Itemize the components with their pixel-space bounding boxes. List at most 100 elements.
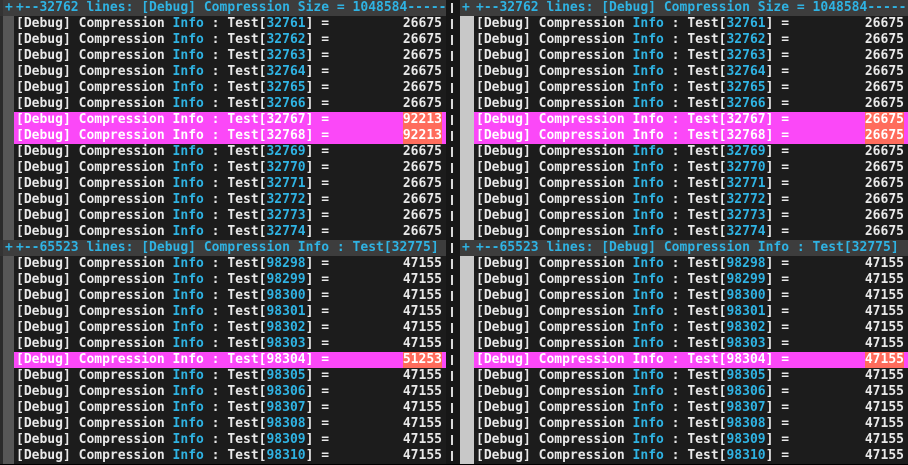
fold-row[interactable]: + +--65523 lines: [Debug] Compression Inf… bbox=[0, 240, 446, 256]
log-row[interactable]: [Debug] Compression Info : Test[98298] =… bbox=[460, 256, 908, 272]
log-row[interactable]: [Debug] Compression Info : Test[98300] =… bbox=[0, 288, 446, 304]
log-row[interactable]: [Debug] Compression Info : Test[98300] =… bbox=[460, 288, 908, 304]
log-test-label: Test[ bbox=[227, 96, 267, 111]
log-level-info: Info bbox=[632, 176, 664, 191]
log-colon: : bbox=[203, 128, 228, 143]
log-row[interactable]: [Debug] Compression Info : Test[98305] =… bbox=[0, 368, 446, 384]
fold-gutter bbox=[0, 432, 14, 448]
log-row[interactable]: [Debug] Compression Info : Test[98308] =… bbox=[460, 416, 908, 432]
log-row[interactable]: [Debug] Compression Info : Test[98310] =… bbox=[460, 448, 908, 464]
fold-row[interactable]: + +--32762 lines: [Debug] Compression Siz… bbox=[460, 0, 908, 16]
log-row[interactable]: [Debug] Compression Info : Test[32769] =… bbox=[460, 144, 908, 160]
log-row[interactable]: [Debug] Compression Info : Test[98299] =… bbox=[460, 272, 908, 288]
log-row[interactable]: [Debug] Compression Info : Test[32768] =… bbox=[0, 128, 446, 144]
log-row[interactable]: [Debug] Compression Info : Test[32772] =… bbox=[460, 192, 908, 208]
log-prefix: [Debug] Compression bbox=[16, 112, 173, 127]
log-row[interactable]: [Debug] Compression Info : Test[32765] =… bbox=[0, 80, 446, 96]
log-row[interactable]: [Debug] Compression Info : Test[98306] =… bbox=[0, 384, 446, 400]
log-row[interactable]: [Debug] Compression Info : Test[98309] =… bbox=[460, 432, 908, 448]
log-row[interactable]: [Debug] Compression Info : Test[98301] =… bbox=[0, 304, 446, 320]
log-prefix: [Debug] Compression bbox=[16, 288, 173, 303]
log-prefix: [Debug] Compression bbox=[476, 352, 633, 367]
log-row[interactable]: [Debug] Compression Info : Test[98304] =… bbox=[460, 352, 908, 368]
log-row[interactable]: [Debug] Compression Info : Test[32773] =… bbox=[460, 208, 908, 224]
log-colon: : bbox=[203, 64, 228, 79]
fold-gutter bbox=[460, 288, 474, 304]
log-row[interactable]: [Debug] Compression Info : Test[32767] =… bbox=[0, 112, 446, 128]
log-line: [Debug] Compression Info : Test[32764] =… bbox=[474, 64, 908, 80]
log-row[interactable]: [Debug] Compression Info : Test[32761] =… bbox=[460, 16, 908, 32]
log-row[interactable]: [Debug] Compression Info : Test[32762] =… bbox=[460, 32, 908, 48]
log-line: [Debug] Compression Info : Test[32769] =… bbox=[474, 144, 908, 160]
log-colon: : bbox=[203, 432, 228, 447]
log-row[interactable]: [Debug] Compression Info : Test[98304] =… bbox=[0, 352, 446, 368]
log-row[interactable]: [Debug] Compression Info : Test[98303] =… bbox=[0, 336, 446, 352]
log-index: 32763 bbox=[266, 48, 306, 63]
fold-row[interactable]: + +--65523 lines: [Debug] Compression Inf… bbox=[460, 240, 908, 256]
log-row[interactable]: [Debug] Compression Info : Test[32763] =… bbox=[460, 48, 908, 64]
log-row[interactable]: [Debug] Compression Info : Test[32761] =… bbox=[0, 16, 446, 32]
pane-divider[interactable] bbox=[446, 0, 460, 464]
log-row[interactable]: [Debug] Compression Info : Test[32764] =… bbox=[0, 64, 446, 80]
log-row[interactable]: [Debug] Compression Info : Test[32762] =… bbox=[0, 32, 446, 48]
log-value: 47155 bbox=[402, 256, 442, 271]
fold-gutter bbox=[460, 208, 474, 224]
log-level-info: Info bbox=[172, 64, 204, 79]
log-row[interactable]: [Debug] Compression Info : Test[98298] =… bbox=[0, 256, 446, 272]
log-row[interactable]: [Debug] Compression Info : Test[32770] =… bbox=[0, 160, 446, 176]
log-row[interactable]: [Debug] Compression Info : Test[32774] =… bbox=[0, 224, 446, 240]
log-prefix: [Debug] Compression bbox=[16, 384, 173, 399]
log-row[interactable]: [Debug] Compression Info : Test[98302] =… bbox=[460, 320, 908, 336]
fold-gutter bbox=[460, 368, 474, 384]
log-row[interactable]: [Debug] Compression Info : Test[32772] =… bbox=[0, 192, 446, 208]
log-level-info: Info bbox=[172, 160, 204, 175]
fold-row[interactable]: + +--32762 lines: [Debug] Compression Siz… bbox=[0, 0, 446, 16]
log-row[interactable]: [Debug] Compression Info : Test[98308] =… bbox=[0, 416, 446, 432]
log-row[interactable]: [Debug] Compression Info : Test[98305] =… bbox=[460, 368, 908, 384]
log-row[interactable]: [Debug] Compression Info : Test[32766] =… bbox=[460, 96, 908, 112]
log-close-eq: ] = bbox=[765, 160, 790, 175]
log-row[interactable]: [Debug] Compression Info : Test[98307] =… bbox=[0, 400, 446, 416]
log-row[interactable]: [Debug] Compression Info : Test[32770] =… bbox=[460, 160, 908, 176]
log-row[interactable]: [Debug] Compression Info : Test[98307] =… bbox=[460, 400, 908, 416]
log-row[interactable]: [Debug] Compression Info : Test[32765] =… bbox=[460, 80, 908, 96]
log-row[interactable]: [Debug] Compression Info : Test[32774] =… bbox=[460, 224, 908, 240]
log-value: 47155 bbox=[402, 416, 442, 431]
log-row[interactable]: [Debug] Compression Info : Test[98303] =… bbox=[460, 336, 908, 352]
log-row[interactable]: [Debug] Compression Info : Test[98306] =… bbox=[460, 384, 908, 400]
fold-toggle-icon[interactable]: + bbox=[0, 240, 14, 256]
log-test-label: Test[ bbox=[687, 144, 727, 159]
log-row[interactable]: [Debug] Compression Info : Test[32763] =… bbox=[0, 48, 446, 64]
fold-toggle-icon[interactable]: + bbox=[460, 0, 474, 16]
log-value: 47155 bbox=[402, 448, 442, 463]
log-row[interactable]: [Debug] Compression Info : Test[32766] =… bbox=[0, 96, 446, 112]
log-line: [Debug] Compression Info : Test[98306] =… bbox=[474, 384, 908, 400]
log-row[interactable]: [Debug] Compression Info : Test[98302] =… bbox=[0, 320, 446, 336]
log-colon: : bbox=[203, 320, 228, 335]
log-row[interactable]: [Debug] Compression Info : Test[32769] =… bbox=[0, 144, 446, 160]
log-level-info: Info bbox=[632, 272, 664, 287]
fold-gutter bbox=[460, 32, 474, 48]
log-row[interactable]: [Debug] Compression Info : Test[32771] =… bbox=[460, 176, 908, 192]
log-line: [Debug] Compression Info : Test[98301] =… bbox=[474, 304, 908, 320]
log-row[interactable]: [Debug] Compression Info : Test[32773] =… bbox=[0, 208, 446, 224]
log-line: [Debug] Compression Info : Test[32762] =… bbox=[14, 32, 446, 48]
log-line: [Debug] Compression Info : Test[32774] =… bbox=[14, 224, 446, 240]
log-value: 26675 bbox=[864, 224, 904, 239]
log-row[interactable]: [Debug] Compression Info : Test[98309] =… bbox=[0, 432, 446, 448]
fold-gutter bbox=[0, 32, 14, 48]
log-close-eq: ] = bbox=[305, 208, 330, 223]
log-value: 26675 bbox=[402, 160, 442, 175]
log-row[interactable]: [Debug] Compression Info : Test[98310] =… bbox=[0, 448, 446, 464]
fold-toggle-icon[interactable]: + bbox=[0, 0, 14, 16]
log-row[interactable]: [Debug] Compression Info : Test[98299] =… bbox=[0, 272, 446, 288]
log-colon: : bbox=[203, 96, 228, 111]
fold-toggle-icon[interactable]: + bbox=[460, 240, 474, 256]
log-row[interactable]: [Debug] Compression Info : Test[98301] =… bbox=[460, 304, 908, 320]
log-row[interactable]: [Debug] Compression Info : Test[32764] =… bbox=[460, 64, 908, 80]
log-index: 98310 bbox=[266, 448, 306, 463]
log-level-info: Info bbox=[632, 224, 664, 239]
log-row[interactable]: [Debug] Compression Info : Test[32771] =… bbox=[0, 176, 446, 192]
log-row[interactable]: [Debug] Compression Info : Test[32768] =… bbox=[460, 128, 908, 144]
log-row[interactable]: [Debug] Compression Info : Test[32767] =… bbox=[460, 112, 908, 128]
